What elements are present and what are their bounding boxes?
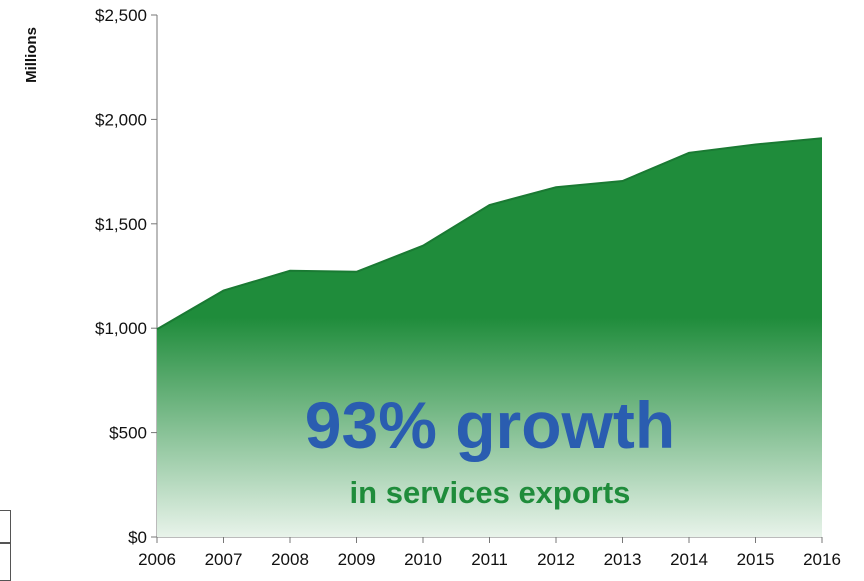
area-series-fill <box>157 138 822 537</box>
y-tick-label: $0 <box>128 528 147 547</box>
x-tick-label: 2011 <box>471 550 508 569</box>
x-tick-label: 2014 <box>670 550 708 569</box>
area-series-line <box>156 137 823 331</box>
annotation-subline: in services exports <box>350 475 631 510</box>
y-tick-label: $1,500 <box>95 215 147 234</box>
x-tick-label: 2010 <box>404 550 442 569</box>
y-tick-label: $500 <box>109 424 147 443</box>
edge-decoration <box>0 510 11 544</box>
y-tick-label: $2,500 <box>95 6 147 25</box>
x-tick-label: 2007 <box>205 550 243 569</box>
x-tick-label: 2008 <box>271 550 309 569</box>
x-tick-label: 2006 <box>138 550 176 569</box>
x-tick-label: 2016 <box>803 550 841 569</box>
edge-decoration <box>0 542 11 581</box>
x-tick-label: 2012 <box>537 550 575 569</box>
y-tick-label: $2,000 <box>95 110 147 129</box>
y-axis-title: Millions <box>23 27 40 83</box>
annotation-headline: 93% growth <box>305 388 675 462</box>
x-tick-label: 2015 <box>737 550 775 569</box>
y-tick-label: $1,000 <box>95 319 147 338</box>
x-tick-label: 2013 <box>604 550 642 569</box>
x-tick-label: 2009 <box>338 550 376 569</box>
